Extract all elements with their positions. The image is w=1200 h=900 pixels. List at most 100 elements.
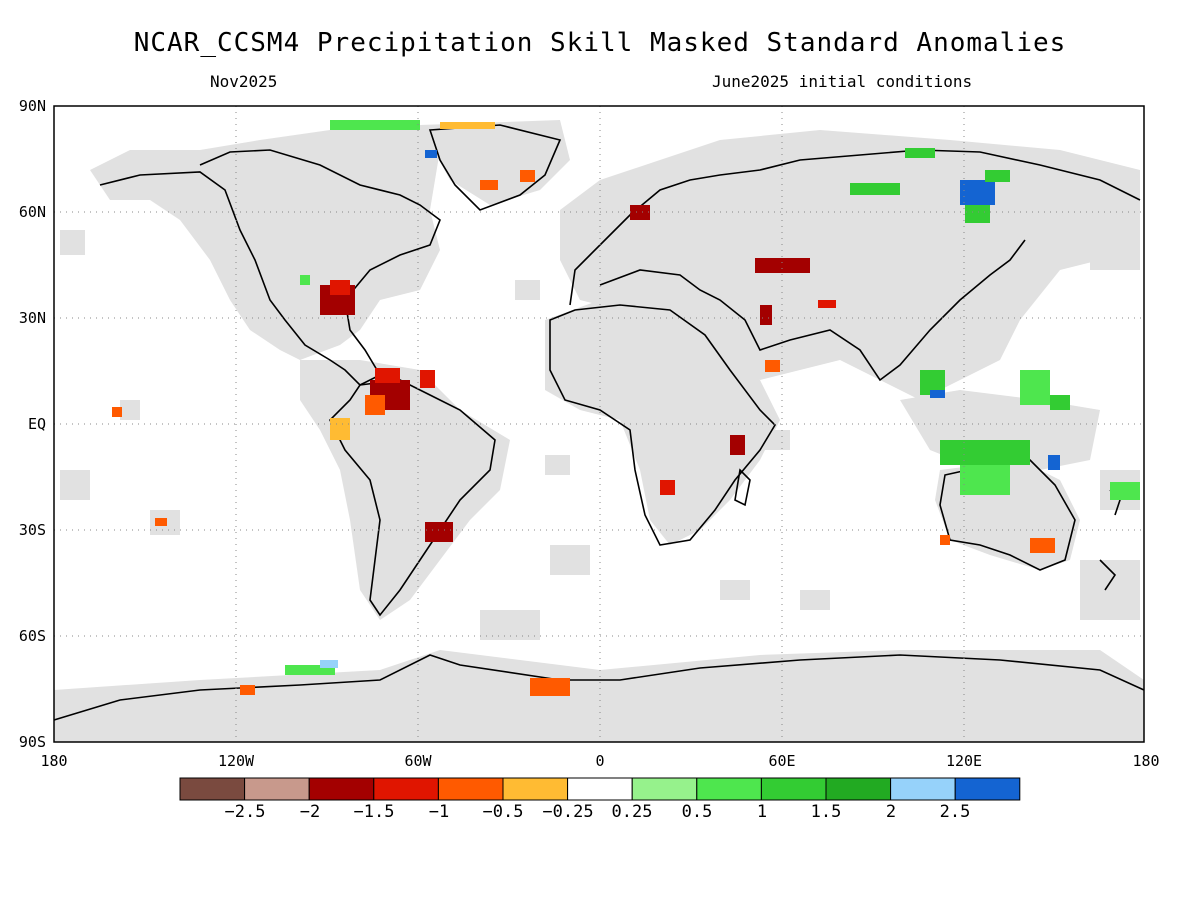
mask-patch bbox=[515, 280, 540, 300]
colorbar-swatch bbox=[631, 777, 698, 801]
colorbar-swatch bbox=[954, 777, 1021, 801]
anomaly-patch bbox=[960, 180, 995, 205]
lat-label: 30N bbox=[18, 309, 46, 327]
anomaly-patch bbox=[755, 258, 810, 273]
anomaly-patch bbox=[320, 660, 338, 668]
anomaly-patch bbox=[660, 480, 675, 495]
coast-greenland bbox=[428, 124, 562, 211]
anomaly-patch bbox=[940, 535, 950, 545]
colorbar-label: 1.5 bbox=[810, 802, 842, 822]
colorbar-label: −2 bbox=[299, 802, 321, 822]
anomaly-patch bbox=[630, 205, 650, 220]
colorbar-swatch bbox=[179, 777, 246, 801]
anomaly-patch bbox=[480, 180, 498, 190]
anomaly-patch bbox=[940, 440, 1030, 465]
colorbar-label: 2.5 bbox=[939, 802, 971, 822]
africa-mask bbox=[545, 300, 780, 545]
anomaly-patches bbox=[112, 120, 1140, 696]
anomaly-patch bbox=[1020, 370, 1050, 405]
colorbar-swatch bbox=[696, 777, 762, 801]
anomaly-patch bbox=[760, 305, 772, 325]
lat-label: 60N bbox=[18, 203, 46, 221]
lat-label: 30S bbox=[18, 521, 46, 539]
anomaly-patch bbox=[1048, 455, 1060, 470]
anomaly-patch bbox=[818, 300, 836, 308]
coast-eurasia bbox=[569, 149, 1141, 382]
mask-patch bbox=[720, 580, 750, 600]
mask-patch bbox=[120, 400, 140, 420]
colorbar-swatch bbox=[437, 777, 504, 801]
lat-label: 90S bbox=[18, 733, 46, 751]
anomaly-patch bbox=[1110, 482, 1140, 500]
coast-south-america bbox=[329, 379, 496, 617]
colorbar-swatch bbox=[244, 777, 310, 801]
anomaly-patch bbox=[425, 150, 437, 158]
map-frame bbox=[53, 105, 1145, 743]
anomaly-patch bbox=[985, 170, 1010, 182]
coastlines bbox=[53, 124, 1145, 721]
lon-label: 180 bbox=[1132, 752, 1160, 770]
anomaly-patch bbox=[930, 390, 945, 398]
colorbar-label: 0.25 bbox=[611, 802, 653, 822]
anomaly-patch bbox=[375, 368, 400, 383]
colorbar bbox=[179, 777, 1021, 801]
anomaly-patch bbox=[425, 522, 453, 542]
anomaly-patch bbox=[155, 518, 167, 526]
mask-patch bbox=[545, 455, 570, 475]
anomaly-patch bbox=[365, 395, 385, 415]
mask-patch bbox=[60, 230, 85, 255]
initial-conditions: June2025 initial conditions bbox=[712, 72, 973, 91]
anomaly-patch bbox=[330, 120, 420, 130]
coast-madagascar bbox=[734, 468, 751, 507]
lat-label: EQ bbox=[27, 415, 46, 433]
mask-patch bbox=[60, 470, 90, 500]
colorbar-label: 0.5 bbox=[681, 802, 713, 822]
mask-patch bbox=[1090, 230, 1140, 270]
colorbar-label: −0.25 bbox=[542, 802, 594, 822]
anomaly-patch bbox=[330, 418, 350, 440]
lon-label: 0 bbox=[595, 752, 605, 770]
colorbar-swatch bbox=[308, 777, 375, 801]
south-america-mask bbox=[300, 360, 510, 620]
greenland-mask bbox=[420, 120, 570, 205]
anomaly-patch bbox=[330, 280, 350, 295]
anomaly-patch bbox=[112, 407, 122, 417]
lon-label: 60W bbox=[404, 752, 432, 770]
colorbar-label: −0.5 bbox=[482, 802, 524, 822]
anomaly-patch bbox=[440, 122, 495, 129]
lon-label: 120E bbox=[945, 752, 983, 770]
lon-label: 120W bbox=[217, 752, 255, 770]
anomaly-patch bbox=[530, 678, 570, 696]
lat-label: 60S bbox=[18, 627, 46, 645]
colorbar-label: 1 bbox=[756, 802, 768, 822]
colorbar-swatch bbox=[760, 777, 827, 801]
anomaly-patch bbox=[1050, 395, 1070, 410]
colorbar-label: 2 bbox=[885, 802, 897, 822]
colorbar-label: −2.5 bbox=[224, 802, 266, 822]
forecast-month: Nov2025 bbox=[210, 72, 278, 91]
anomaly-patch bbox=[960, 465, 1010, 495]
lon-label: 60E bbox=[768, 752, 796, 770]
anomaly-patch bbox=[730, 435, 745, 455]
map-title: NCAR_CCSM4 Precipitation Skill Masked St… bbox=[133, 28, 1067, 58]
colorbar-swatch bbox=[825, 777, 892, 801]
colorbar-label: −1.5 bbox=[353, 802, 395, 822]
graticule bbox=[54, 106, 1144, 742]
anomaly-patch bbox=[300, 275, 310, 285]
anomaly-patch bbox=[420, 370, 435, 388]
colorbar-swatch bbox=[567, 777, 633, 801]
mask-patch bbox=[480, 610, 540, 640]
anomaly-patch bbox=[520, 170, 535, 182]
lat-label: 90N bbox=[18, 97, 46, 115]
coast-africa bbox=[549, 304, 777, 546]
mask-patch bbox=[550, 545, 590, 575]
anomaly-patch bbox=[765, 360, 780, 372]
coast-north-america bbox=[99, 149, 441, 386]
lon-label: 180 bbox=[40, 752, 68, 770]
anomaly-patch bbox=[965, 205, 990, 223]
colorbar-swatch bbox=[502, 777, 569, 801]
anomaly-patch bbox=[905, 148, 935, 158]
colorbar-label: −1 bbox=[428, 802, 450, 822]
anomaly-patch bbox=[285, 665, 335, 675]
mask-patch bbox=[800, 590, 830, 610]
